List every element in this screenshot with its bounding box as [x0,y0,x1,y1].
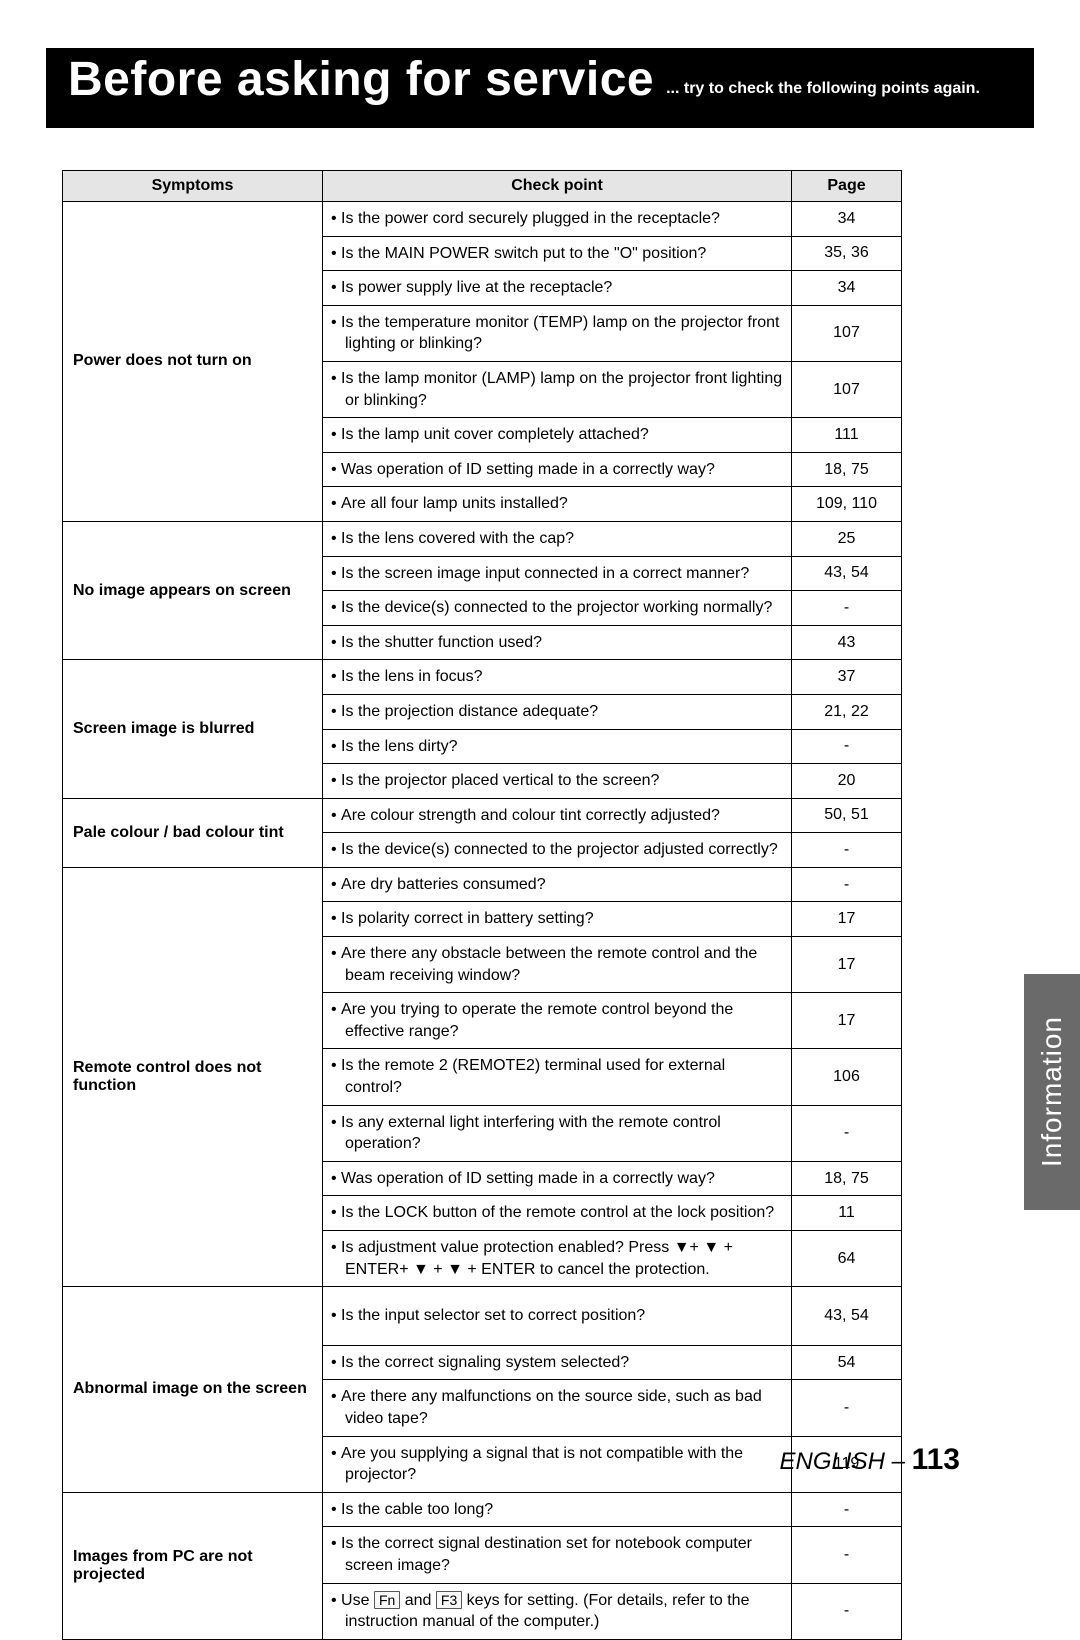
page-cell: - [792,1583,902,1639]
page-cell: 107 [792,305,902,361]
symptom-cell: No image appears on screen [63,521,323,659]
checkpoint-cell: • Is the input selector set to correct p… [323,1287,792,1346]
page-cell: 18, 75 [792,1161,902,1196]
checkpoint-cell: • Is adjustment value protection enabled… [323,1231,792,1287]
table-row: Abnormal image on the screen• Is the inp… [63,1287,902,1346]
table-header-row: Symptoms Check point Page [63,171,902,202]
table-row: Screen image is blurred• Is the lens in … [63,660,902,695]
page-cell: - [792,867,902,902]
table-row: Remote control does not function• Are dr… [63,867,902,902]
page-cell: 34 [792,202,902,237]
checkpoint-cell: • Is the lens in focus? [323,660,792,695]
section-tab-label: Information [1036,1016,1068,1167]
page-cell: 111 [792,418,902,453]
page-cell: 109, 110 [792,487,902,522]
checkpoint-cell: • Is any external light interfering with… [323,1105,792,1161]
checkpoint-cell: • Are you trying to operate the remote c… [323,993,792,1049]
checkpoint-cell: • Is the device(s) connected to the proj… [323,833,792,868]
page-cell: 17 [792,993,902,1049]
table-row: Pale colour / bad colour tint• Are colou… [63,798,902,833]
page-cell: - [792,1105,902,1161]
checkpoint-cell: • Are there any malfunctions on the sour… [323,1380,792,1436]
page-cell: 64 [792,1231,902,1287]
troubleshooting-table-wrap: Symptoms Check point Page Power does not… [62,170,902,1640]
page-cell: - [792,591,902,626]
page-cell: 37 [792,660,902,695]
symptom-cell: Remote control does not function [63,867,323,1286]
symptom-cell: Images from PC are not projected [63,1492,323,1639]
page-cell: 43 [792,625,902,660]
page-cell: 43, 54 [792,1287,902,1346]
page-subtitle: ... try to check the following points ag… [666,80,980,98]
page-cell: - [792,1380,902,1436]
checkpoint-cell: • Is the power cord securely plugged in … [323,202,792,237]
footer-page-number: 113 [912,1443,960,1476]
page-cell: 18, 75 [792,452,902,487]
checkpoint-cell: • Is the temperature monitor (TEMP) lamp… [323,305,792,361]
checkpoint-cell: • Is the MAIN POWER switch put to the "O… [323,236,792,271]
page-footer: ENGLISH – 113 [780,1443,960,1477]
checkpoint-cell: • Is the shutter function used? [323,625,792,660]
page-cell: 50, 51 [792,798,902,833]
checkpoint-cell: • Are colour strength and colour tint co… [323,798,792,833]
page-cell: 11 [792,1196,902,1231]
page-cell: 25 [792,521,902,556]
checkpoint-cell: • Use Fn and F3 keys for setting. (For d… [323,1583,792,1639]
keyboard-key: Fn [374,1591,400,1609]
checkpoint-cell: • Is the lamp unit cover completely atta… [323,418,792,453]
checkpoint-cell: • Is the correct signal destination set … [323,1527,792,1583]
page-cell: - [792,1492,902,1527]
checkpoint-cell: • Was operation of ID setting made in a … [323,1161,792,1196]
table-body: Power does not turn on• Is the power cor… [63,202,902,1640]
page-title-band: Before asking for service ... try to che… [46,48,1034,128]
page-cell: - [792,833,902,868]
checkpoint-cell: • Is polarity correct in battery setting… [323,902,792,937]
page-cell: 20 [792,764,902,799]
checkpoint-cell: • Is the lens dirty? [323,729,792,764]
checkpoint-cell: • Is the lamp monitor (LAMP) lamp on the… [323,361,792,417]
checkpoint-cell: • Is the correct signaling system select… [323,1345,792,1380]
table-row: Power does not turn on• Is the power cor… [63,202,902,237]
keyboard-key: F3 [436,1591,462,1609]
page-cell: 17 [792,902,902,937]
checkpoint-cell: • Is the device(s) connected to the proj… [323,591,792,626]
col-page: Page [792,171,902,202]
checkpoint-cell: • Are you supplying a signal that is not… [323,1436,792,1492]
symptom-cell: Screen image is blurred [63,660,323,798]
col-checkpoint: Check point [323,171,792,202]
table-row: Images from PC are not projected• Is the… [63,1492,902,1527]
checkpoint-cell: • Are all four lamp units installed? [323,487,792,522]
page-cell: - [792,1527,902,1583]
checkpoint-cell: • Is the LOCK button of the remote contr… [323,1196,792,1231]
symptom-cell: Power does not turn on [63,202,323,522]
page-title: Before asking for service [68,52,654,107]
checkpoint-cell: • Is power supply live at the receptacle… [323,271,792,306]
symptom-cell: Pale colour / bad colour tint [63,798,323,867]
page-cell: 35, 36 [792,236,902,271]
page-cell: 21, 22 [792,694,902,729]
checkpoint-cell: • Is the remote 2 (REMOTE2) terminal use… [323,1049,792,1105]
table-row: No image appears on screen• Is the lens … [63,521,902,556]
footer-lang: ENGLISH – [780,1448,912,1475]
page-cell: 43, 54 [792,556,902,591]
checkpoint-cell: • Is the screen image input connected in… [323,556,792,591]
page-cell: 54 [792,1345,902,1380]
col-symptoms: Symptoms [63,171,323,202]
checkpoint-cell: • Is the lens covered with the cap? [323,521,792,556]
checkpoint-cell: • Is the projector placed vertical to th… [323,764,792,799]
page-cell: 106 [792,1049,902,1105]
checkpoint-cell: • Is the cable too long? [323,1492,792,1527]
symptom-cell: Abnormal image on the screen [63,1287,323,1493]
checkpoint-cell: • Is the projection distance adequate? [323,694,792,729]
troubleshooting-table: Symptoms Check point Page Power does not… [62,170,902,1640]
section-tab: Information [1024,974,1080,1210]
page-cell: - [792,729,902,764]
checkpoint-cell: • Was operation of ID setting made in a … [323,452,792,487]
checkpoint-cell: • Are dry batteries consumed? [323,867,792,902]
page-cell: 107 [792,361,902,417]
page-cell: 34 [792,271,902,306]
checkpoint-cell: • Are there any obstacle between the rem… [323,937,792,993]
page-cell: 17 [792,937,902,993]
